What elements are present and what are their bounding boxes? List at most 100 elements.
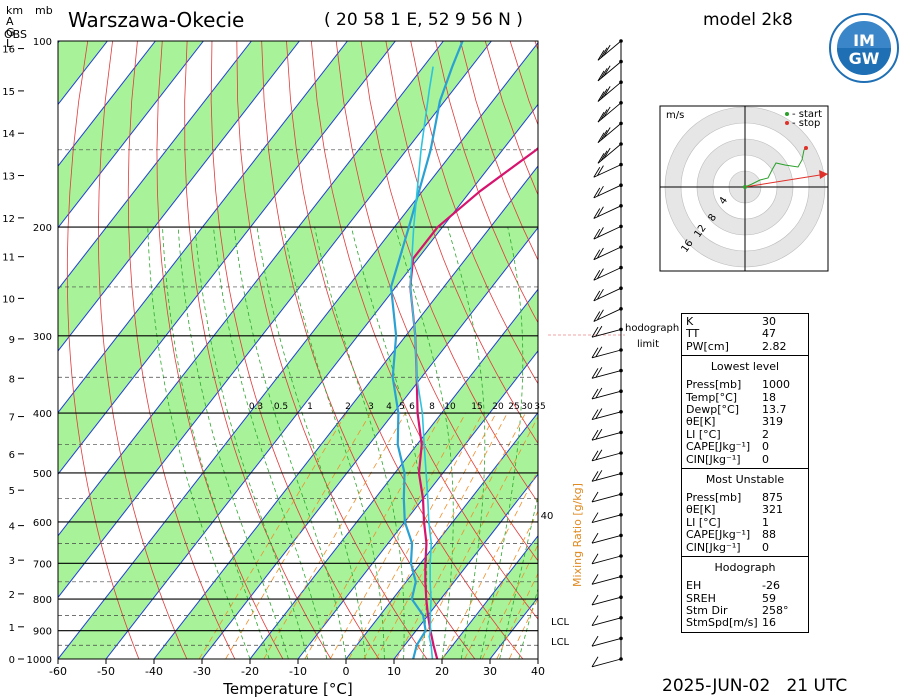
wind-barb-feather xyxy=(597,111,605,123)
footer-datetime: 2025-JUN-02 21 UTC xyxy=(662,676,848,696)
mb-tick-label: 300 xyxy=(33,332,52,343)
wind-barb-feather xyxy=(591,532,599,544)
param-row: StmSpd[m/s] 16 xyxy=(686,616,804,629)
x-tick-label: -60 xyxy=(49,665,67,678)
wind-barb-shaft xyxy=(591,493,622,503)
isotherm-line xyxy=(58,41,396,475)
x-axis-label: Temperature [°C] xyxy=(222,680,352,698)
wind-barb xyxy=(591,470,622,482)
isotherm-line xyxy=(201,226,538,659)
param-key: Press[mb] xyxy=(686,491,742,505)
series-layer xyxy=(389,41,538,659)
isotherm-line xyxy=(58,41,156,167)
param-row: SREH 59 xyxy=(686,592,804,605)
wind-barb xyxy=(597,143,622,164)
mixing-ratio-line xyxy=(464,510,538,659)
param-row: θE[K] 319 xyxy=(686,415,804,429)
logo-text-top: IM xyxy=(853,31,875,50)
param-value: 88 xyxy=(762,528,776,542)
wind-barb xyxy=(591,512,622,523)
wind-barb-feather xyxy=(600,109,608,120)
wind-barb-feather xyxy=(591,409,599,420)
wind-barb-feather xyxy=(603,147,611,159)
wind-barb-feather xyxy=(593,270,601,281)
isotherm-line xyxy=(297,350,538,659)
km-tick-label: 15 xyxy=(2,87,15,98)
wind-barb-shaft xyxy=(593,246,622,261)
mixing-ratio-tick: 25 xyxy=(508,402,519,412)
wind-barb xyxy=(591,532,622,544)
param-row: Dewp[°C] 13.7 xyxy=(686,403,804,416)
param-value: 0 xyxy=(762,440,769,454)
wind-barb-feather xyxy=(595,367,603,378)
wind-barb xyxy=(593,308,622,322)
wind-barb-feather xyxy=(591,512,599,523)
wind-barb-feather xyxy=(595,346,603,357)
wind-barb xyxy=(591,656,622,668)
wind-barb-feather xyxy=(600,88,608,100)
lcl-label: LCL xyxy=(551,617,570,628)
mb-tick-label: 500 xyxy=(33,469,52,480)
param-row: Press[mb] 1000 xyxy=(686,378,804,392)
mb-tick-label: 700 xyxy=(33,559,52,570)
wind-barb-feather xyxy=(593,311,601,322)
lowest-level-section: Lowest level Press[mb] 1000 Temp[°C] 18 Dewp… xyxy=(682,355,808,468)
isotherm-line xyxy=(58,41,444,537)
moist-adiabat xyxy=(283,226,385,659)
wind-barb xyxy=(591,428,622,441)
x-tick-label: 40 xyxy=(531,665,545,678)
wind-barb-feather xyxy=(597,153,605,164)
km-tick-label: 9 xyxy=(9,335,15,346)
series-parcel xyxy=(409,66,434,659)
param-row: CIN[Jkg⁻¹] 0 xyxy=(686,541,804,554)
wind-barb xyxy=(591,635,622,647)
wind-barb-feather xyxy=(591,368,599,379)
param-row: Press[mb] 875 xyxy=(686,491,804,505)
param-value: 1000 xyxy=(762,378,790,392)
mixing-ratio-line xyxy=(198,412,347,659)
dry-adiabat xyxy=(435,41,538,324)
wind-barb-feather xyxy=(597,268,604,279)
isotherm-line xyxy=(58,41,204,229)
wind-barb xyxy=(597,40,622,61)
hodograph-params-title: Hodograph xyxy=(714,561,776,575)
mixing-ratio-tick: 6 xyxy=(409,402,415,412)
series-temperature xyxy=(409,146,538,659)
x-tick-label: -30 xyxy=(193,665,211,678)
param-key: θE[K] xyxy=(686,415,716,429)
hodograph-limit-label: hodograph xyxy=(625,323,679,334)
wind-barb-shaft xyxy=(593,184,622,199)
param-row: TT 47 xyxy=(686,327,804,341)
wind-barb-feather xyxy=(591,491,599,503)
wind-barb xyxy=(597,81,622,102)
wind-barb xyxy=(593,225,622,240)
wind-barb-shaft xyxy=(591,411,622,420)
param-key: CAPE[Jkg⁻¹] xyxy=(686,528,751,542)
mixing-ratio-line xyxy=(329,412,467,659)
param-key: TT xyxy=(686,327,700,341)
km-tick-label: 5 xyxy=(9,486,15,497)
mixing-ratio-line xyxy=(263,412,406,659)
km-tick-label: 7 xyxy=(9,413,15,424)
mixing-ratio-line xyxy=(412,415,538,659)
wind-barb xyxy=(591,615,622,626)
x-tick-label: -10 xyxy=(289,665,307,678)
wind-barb-feather xyxy=(597,309,604,321)
isotherm-line xyxy=(441,534,538,659)
param-row: LI [°C] 2 xyxy=(686,428,804,441)
wind-barb-feather xyxy=(595,408,603,419)
mixing-ratio-tick: 0.3 xyxy=(249,402,263,412)
wind-barb-feather xyxy=(597,185,604,197)
parameters-table: K 30 TT 47 PW[cm] 2.82 Lowest level Press[mb]… xyxy=(681,313,809,633)
moist-adiabat xyxy=(177,227,289,659)
wind-barb-shaft xyxy=(591,328,622,338)
km-tick-label: 4 xyxy=(9,522,15,533)
param-value: 47 xyxy=(762,327,776,341)
mixing-ratio-line xyxy=(481,543,538,659)
wind-barb-feather xyxy=(593,167,601,178)
wind-barb xyxy=(591,408,622,420)
param-value: 2.82 xyxy=(762,339,787,353)
mixing-ratio-tick: 8 xyxy=(429,402,435,412)
wind-barb-shaft xyxy=(593,287,622,302)
mixing-ratio-tick: 10 xyxy=(444,402,456,412)
